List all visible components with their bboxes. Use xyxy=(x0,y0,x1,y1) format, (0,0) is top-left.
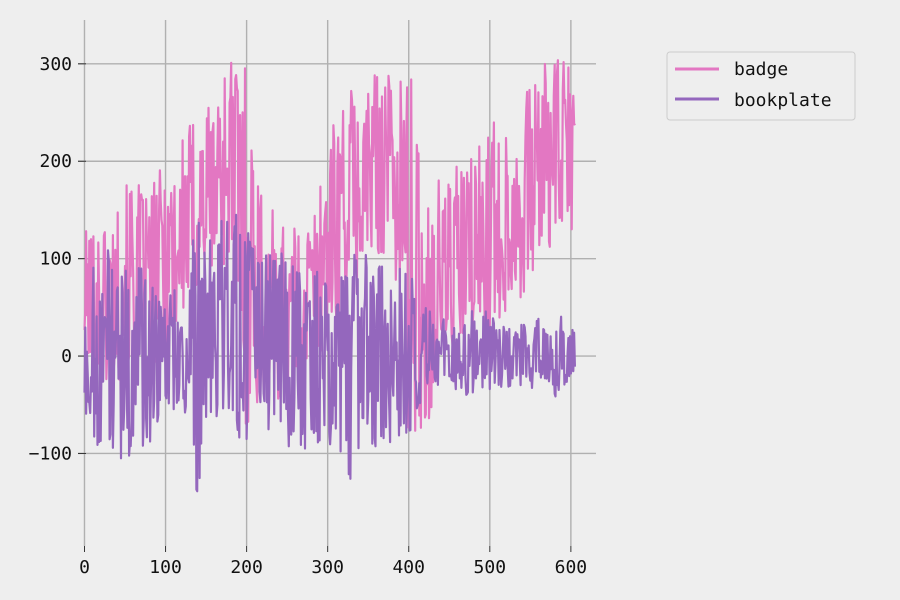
y-tick-label: 300 xyxy=(39,54,72,75)
x-tick-label: 200 xyxy=(230,557,263,578)
x-tick-label: 100 xyxy=(149,557,182,578)
y-tick-label: −100 xyxy=(29,443,72,464)
x-tick-label: 400 xyxy=(392,557,425,578)
y-tick-label: 200 xyxy=(39,151,72,172)
x-tick-label: 0 xyxy=(79,557,90,578)
series-layer xyxy=(83,59,576,493)
x-tick-label: 600 xyxy=(555,557,588,578)
y-tick-label: 100 xyxy=(39,249,72,270)
tick-labels: 0 100 200 300 400 500 600 −100 0 100 200 300 xyxy=(29,54,587,578)
series-line-bookplate xyxy=(83,213,576,493)
legend-label-badge: badge xyxy=(734,59,788,80)
legend-label-bookplate: bookplate xyxy=(734,90,832,111)
legend: badge bookplate xyxy=(666,51,856,121)
x-tick-label: 300 xyxy=(311,557,344,578)
y-tick-label: 0 xyxy=(61,346,72,367)
series-line-badge xyxy=(83,59,576,432)
x-tick-label: 500 xyxy=(474,557,507,578)
